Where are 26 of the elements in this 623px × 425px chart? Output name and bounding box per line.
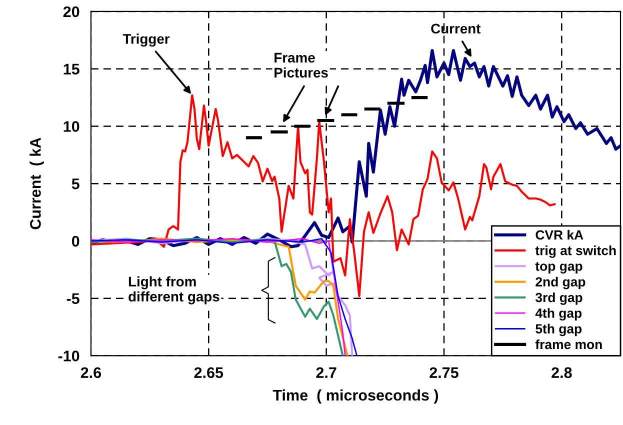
x-axis-title: Time ( microseconds ) <box>272 389 438 404</box>
y-tick-label: 15 <box>64 64 80 75</box>
y-tick-label: 0 <box>72 236 80 247</box>
annotation: Light from different gaps <box>128 276 220 304</box>
annotation: Current <box>431 24 481 34</box>
x-tick-label: 2.8 <box>552 367 572 378</box>
legend-label: 3rd gap <box>535 292 582 305</box>
legend-label: 4th gap <box>535 308 582 321</box>
y-tick-label: -10 <box>58 350 80 362</box>
legend-label: trig at switch <box>535 246 616 258</box>
y-tick-label: 5 <box>72 178 80 190</box>
x-tick-label: 2.6 <box>80 367 102 378</box>
legend-label: 2nd gap <box>536 276 586 290</box>
annotation: Frame Pictures <box>274 52 328 78</box>
x-tick-label: 2.7 <box>316 367 336 378</box>
legend-label: top gap <box>535 262 582 274</box>
annotation: Trigger <box>122 34 170 47</box>
y-tick-label: -5 <box>66 293 80 304</box>
x-tick-label: 2.65 <box>194 367 224 378</box>
legend-label: frame mon <box>535 339 602 350</box>
y-axis-title: Current ( kA <box>30 138 44 230</box>
y-tick-label: 10 <box>64 121 80 132</box>
legend-label: 5th gap <box>536 324 582 336</box>
y-tick-label: 20 <box>63 6 80 18</box>
legend-label: CVR kA <box>536 230 584 240</box>
x-tick-label: 2.75 <box>430 367 458 378</box>
